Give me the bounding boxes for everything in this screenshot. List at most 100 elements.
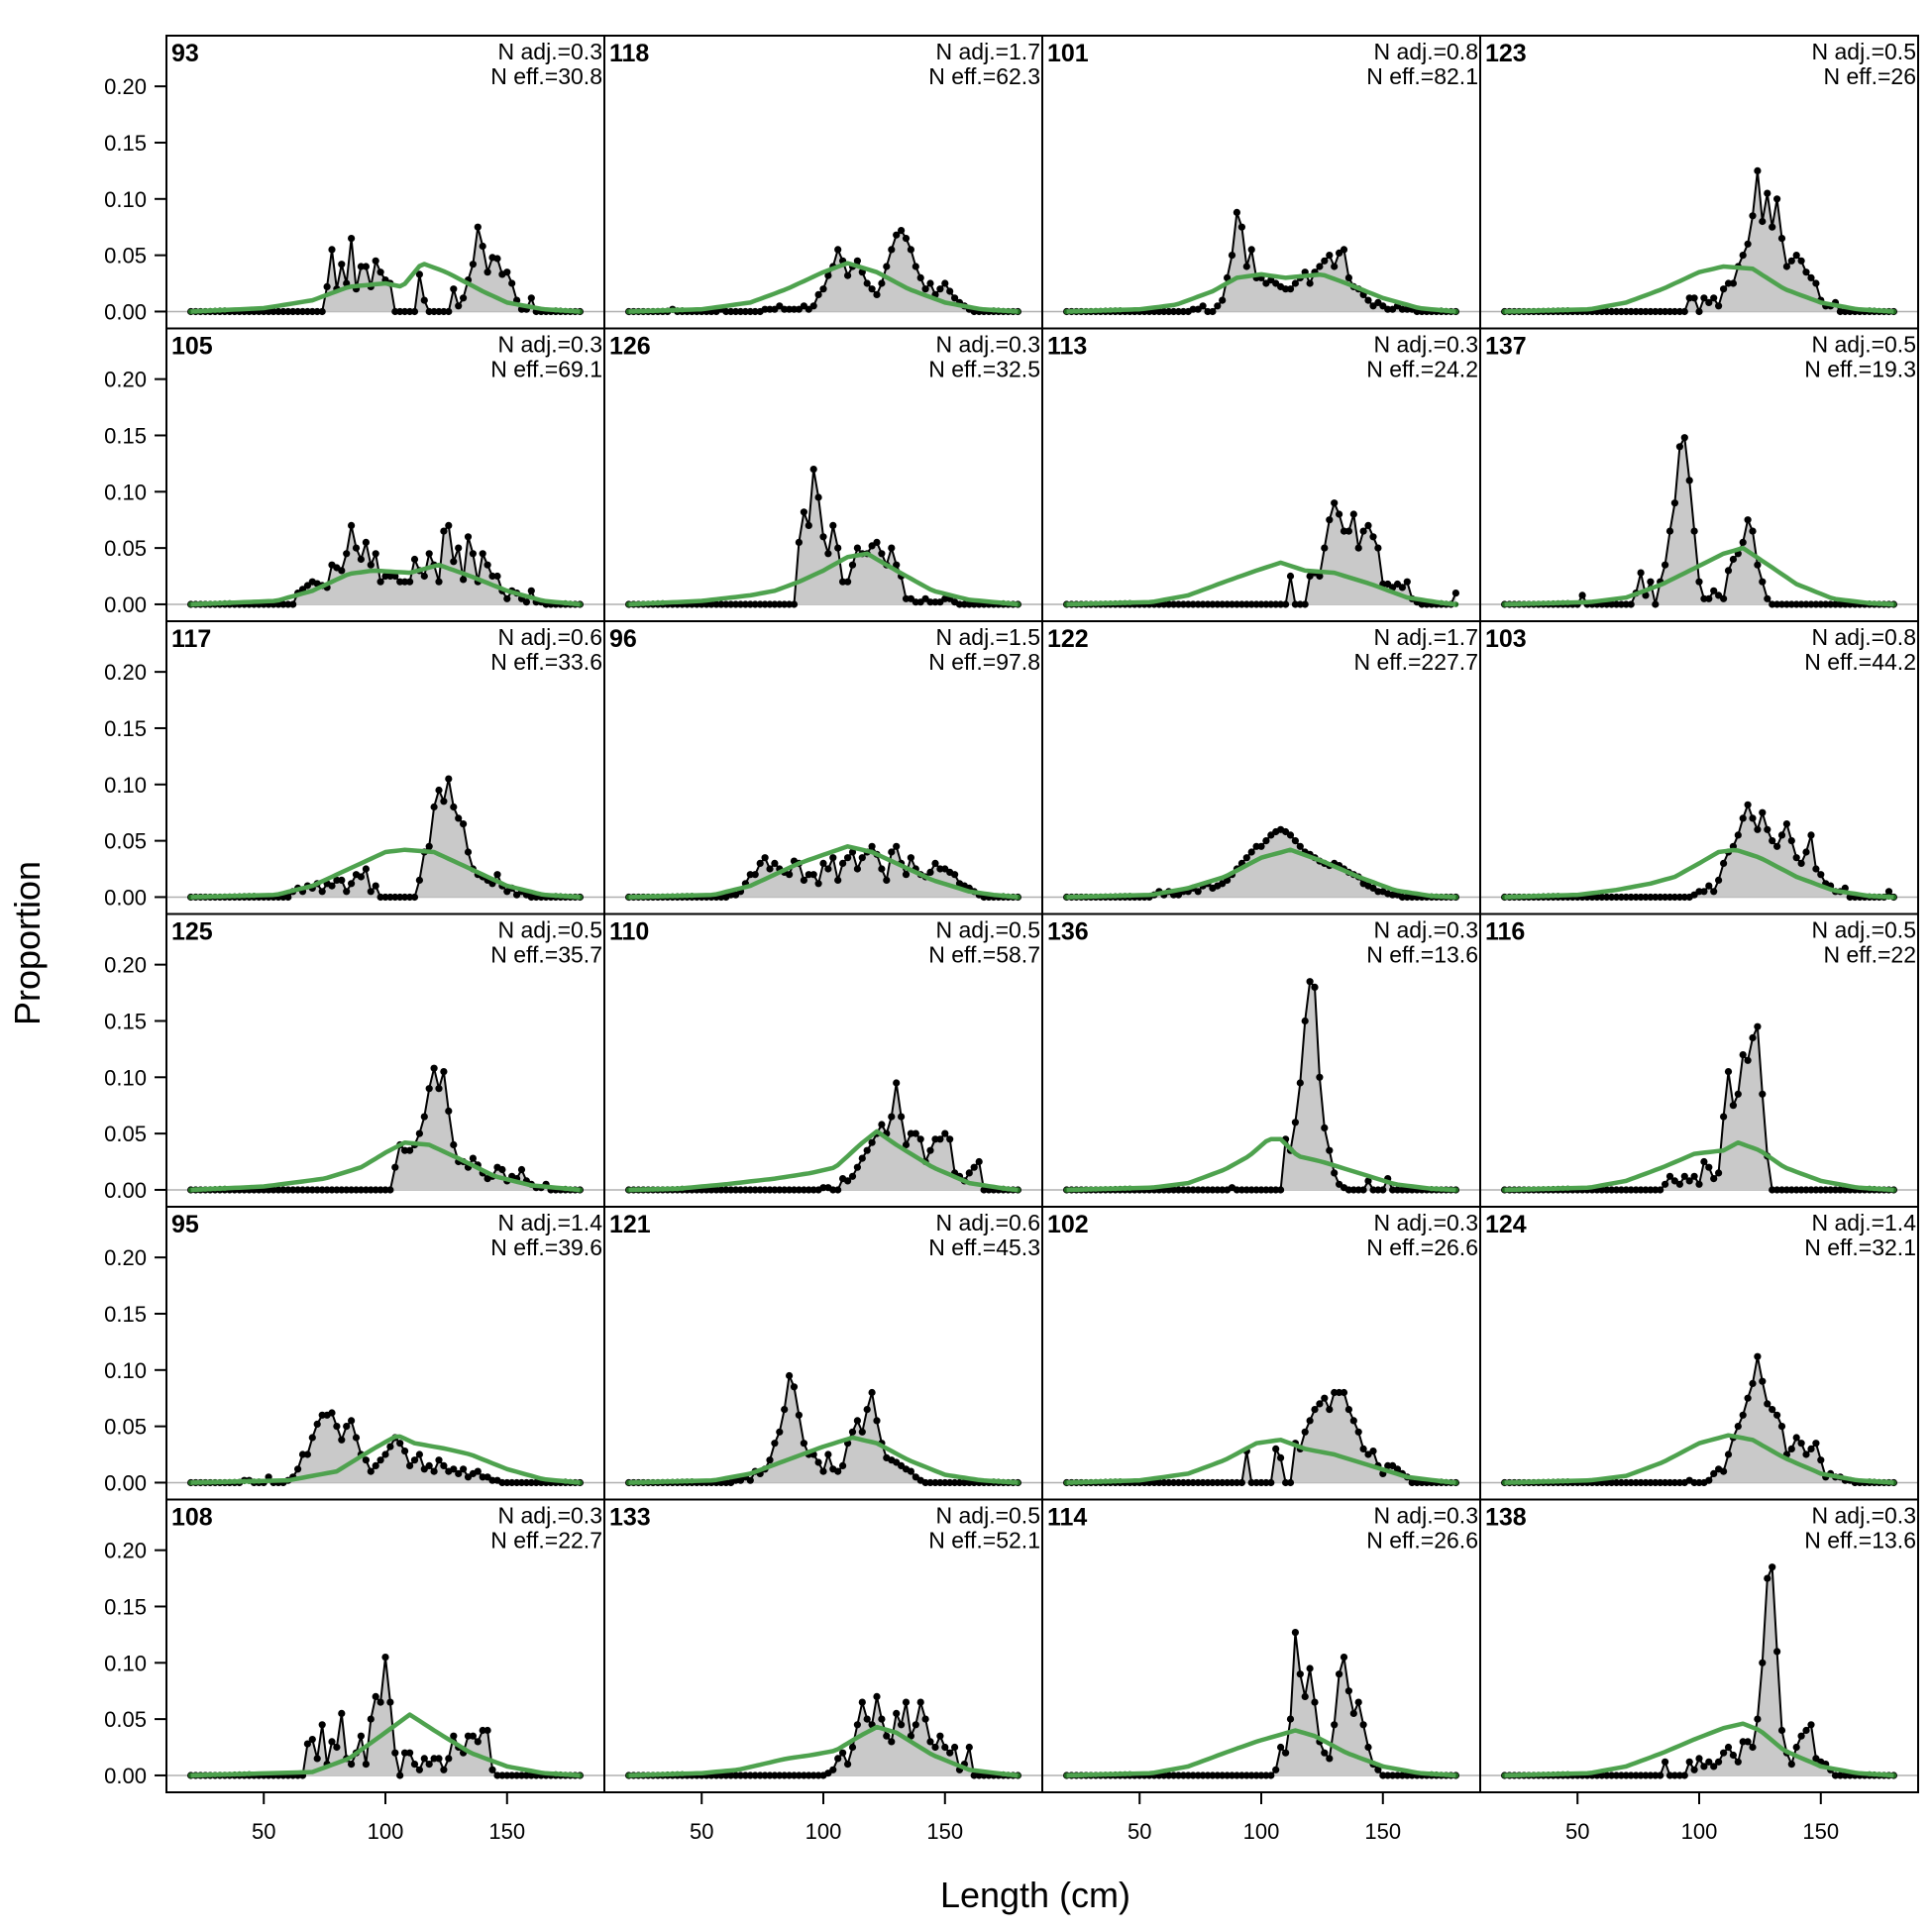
observed-point — [435, 1456, 443, 1464]
observed-point — [1219, 296, 1227, 304]
observed-point — [1802, 1726, 1810, 1735]
observed-point — [834, 544, 842, 552]
y-tick-label: 0.00 — [104, 885, 147, 910]
observed-point — [1670, 1771, 1678, 1779]
observed-point — [1214, 302, 1222, 310]
observed-series-line — [190, 778, 581, 899]
panel-n-adj: N adj.=1.5 — [936, 624, 1041, 650]
expected-series-line — [628, 551, 1019, 607]
observed-point — [410, 1761, 419, 1769]
observed-point — [868, 285, 876, 293]
observed-point — [1734, 1090, 1742, 1098]
observed-point — [425, 1085, 433, 1093]
observed-point — [303, 1450, 311, 1458]
observed-point — [1817, 871, 1825, 879]
observed-point — [1715, 302, 1723, 310]
observed-point — [450, 1465, 458, 1473]
observed-point — [1744, 801, 1752, 808]
observed-area — [1504, 1356, 1894, 1483]
y-tick-label: 0.05 — [104, 1415, 147, 1440]
panel-n-eff: N eff.=22 — [1823, 942, 1916, 968]
observed-point — [800, 1440, 808, 1448]
observed-point — [1685, 477, 1693, 484]
observed-point — [328, 1738, 336, 1746]
observed-point — [460, 1465, 468, 1473]
observed-point — [1306, 978, 1314, 986]
observed-point — [410, 307, 419, 316]
observed-point — [848, 848, 857, 856]
observed-area — [190, 1413, 581, 1483]
observed-point — [1700, 1763, 1708, 1771]
observed-point — [1321, 544, 1329, 552]
observed-point — [824, 271, 832, 279]
observed-point — [1705, 594, 1713, 602]
observed-point — [834, 1467, 842, 1475]
observed-point — [931, 859, 939, 868]
observed-point — [834, 1755, 842, 1763]
observed-point — [824, 1450, 832, 1458]
observed-point — [1652, 600, 1660, 608]
observed-point — [1773, 195, 1781, 203]
observed-point — [469, 1732, 477, 1740]
observed-point — [912, 1129, 919, 1137]
observed-point — [946, 287, 954, 295]
observed-point — [474, 223, 482, 231]
observed-point — [362, 865, 370, 873]
observed-point — [1359, 1186, 1367, 1194]
y-tick-label: 0.10 — [104, 187, 147, 212]
panel-label: 138 — [1485, 1504, 1527, 1532]
observed-point — [318, 1721, 326, 1729]
observed-point — [1662, 1758, 1669, 1766]
panel-label: 126 — [609, 333, 651, 361]
observed-point — [936, 1135, 944, 1143]
observed-point — [1690, 294, 1698, 302]
observed-point — [367, 1715, 375, 1723]
observed-point — [1739, 538, 1747, 547]
observed-point — [1272, 1766, 1280, 1773]
observed-point — [1286, 1715, 1295, 1723]
y-tick-label: 0.00 — [104, 592, 147, 617]
observed-point — [853, 865, 862, 873]
observed-point — [1705, 1476, 1713, 1484]
y-tick-label: 0.15 — [104, 131, 147, 156]
observed-point — [1306, 1664, 1314, 1672]
y-tick-label: 0.15 — [104, 1009, 147, 1033]
x-tick-label: 50 — [1565, 1819, 1589, 1844]
observed-point — [450, 285, 458, 293]
observed-series-line — [1504, 170, 1894, 315]
observed-point — [848, 1172, 857, 1180]
observed-point — [1277, 1453, 1285, 1461]
panel-105: 105 N adj.=0.3N eff.=69.1 — [165, 327, 605, 622]
observed-point — [381, 1654, 389, 1662]
observed-point — [508, 279, 516, 287]
observed-point — [1354, 1428, 1362, 1436]
observed-point — [1690, 527, 1698, 535]
observed-point — [883, 263, 891, 270]
observed-point — [1670, 499, 1678, 507]
observed-point — [1787, 1761, 1795, 1769]
observed-point — [1724, 1450, 1733, 1458]
observed-point — [1364, 521, 1372, 530]
observed-point — [1359, 1445, 1367, 1452]
observed-point — [357, 1732, 365, 1740]
x-tick-label: 50 — [690, 1819, 713, 1844]
observed-point — [445, 775, 453, 783]
panel-133: 133 N adj.=0.5N eff.=52.1 — [603, 1498, 1043, 1793]
observed-point — [410, 893, 419, 902]
observed-point — [352, 1434, 361, 1442]
observed-point — [464, 848, 473, 856]
observed-point — [1764, 1400, 1771, 1408]
observed-point — [1301, 1017, 1309, 1025]
observed-point — [751, 1186, 759, 1194]
observed-point — [455, 302, 463, 310]
observed-point — [1744, 1738, 1752, 1746]
panel-n-eff: N eff.=32.1 — [1804, 1234, 1916, 1260]
observed-point — [853, 257, 862, 265]
panel-101: 101 N adj.=0.8N eff.=82.1 — [1041, 35, 1481, 330]
observed-point — [1189, 1186, 1197, 1194]
panel-n-adj: N adj.=0.5 — [936, 917, 1041, 943]
observed-point — [746, 1476, 754, 1484]
observed-point — [503, 268, 511, 276]
observed-point — [1296, 842, 1304, 850]
observed-point — [1331, 263, 1339, 270]
